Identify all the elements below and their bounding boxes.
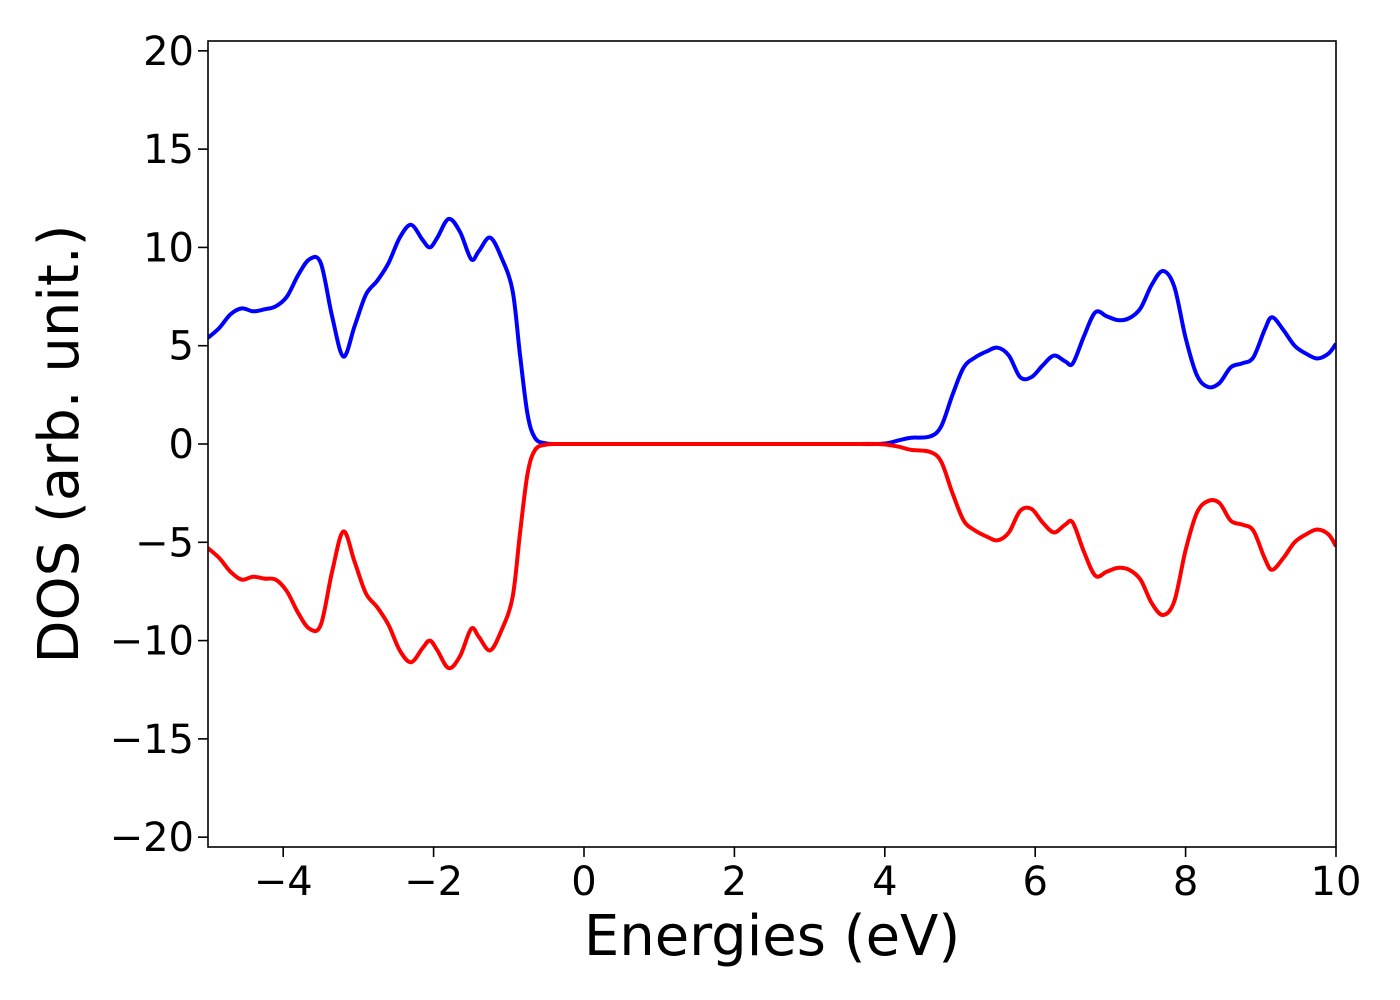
y-axis-label: DOS (arb. unit.)	[27, 224, 92, 663]
y-axis-ticks: −20 −15 −10 −5 0 5 10 15 20	[110, 29, 208, 861]
x-tick-label: 10	[1311, 859, 1362, 905]
y-tick-label: −10	[110, 619, 194, 665]
x-tick-label: 2	[722, 859, 747, 905]
y-tick-label: 15	[143, 127, 194, 173]
x-tick-label: 4	[872, 859, 897, 905]
x-tick-label: 8	[1173, 859, 1198, 905]
x-axis-ticks: −4 −2 0 2 4 6 8 10	[254, 847, 1362, 905]
x-axis-label: Energies (eV)	[584, 904, 960, 969]
x-tick-label: −4	[254, 859, 313, 905]
y-tick-label: 10	[143, 225, 194, 271]
y-tick-label: 5	[169, 324, 194, 370]
x-tick-label: −2	[404, 859, 463, 905]
series-line-spin-down	[208, 441, 1336, 671]
series-line-spin-up	[208, 216, 1336, 447]
x-tick-label: 6	[1022, 859, 1047, 905]
y-tick-label: −20	[110, 815, 194, 861]
y-tick-label: −15	[110, 717, 194, 763]
y-tick-label: 20	[143, 29, 194, 75]
x-tick-label: 0	[571, 859, 596, 905]
y-tick-label: −5	[135, 520, 194, 566]
y-tick-label: 0	[169, 422, 194, 468]
series-layer	[208, 216, 1336, 671]
